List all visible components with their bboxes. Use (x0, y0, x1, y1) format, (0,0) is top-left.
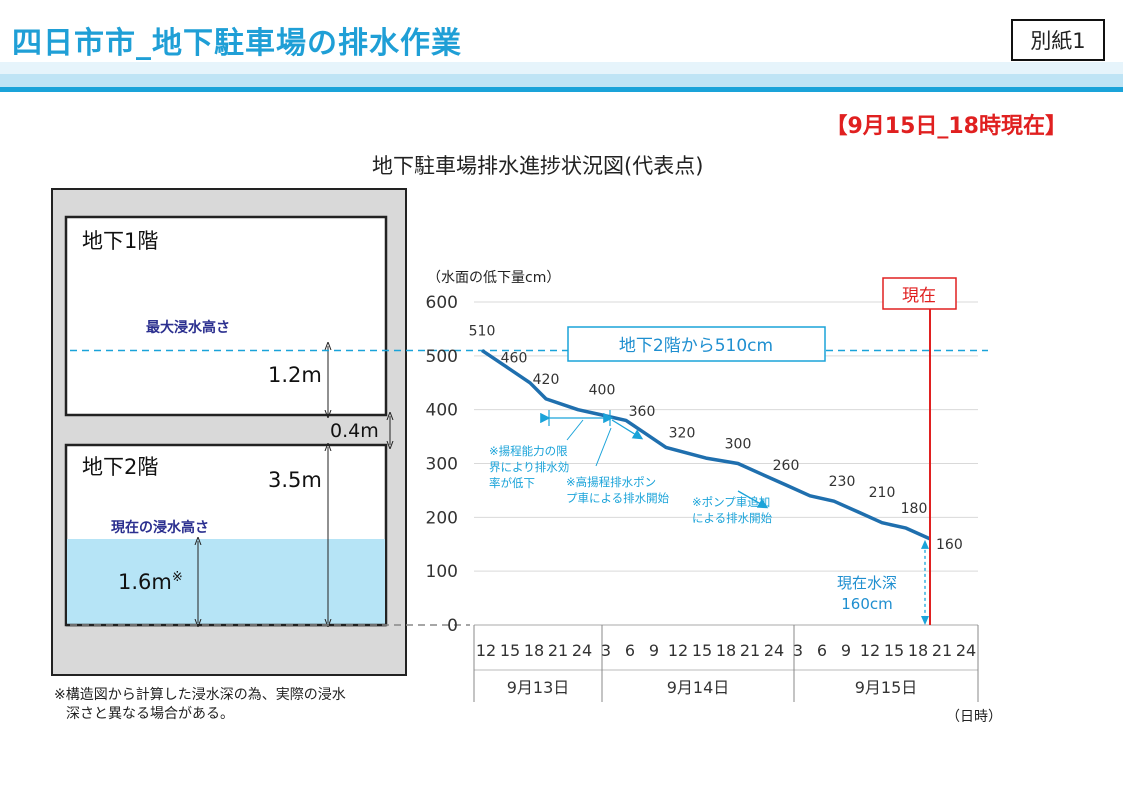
dim-floor2-label: 3.5m (268, 468, 322, 492)
x-tick-label: 15 (884, 641, 904, 660)
footnote-line2: 深さと異なる場合がある。 (66, 706, 234, 722)
now-label-box (882, 277, 957, 310)
x-date-label: 9月15日 (855, 678, 918, 697)
x-tick-label: 3 (793, 641, 803, 660)
x-tick-label: 21 (740, 641, 760, 660)
x-tick-label: 9 (649, 641, 659, 660)
x-tick-label: 18 (524, 641, 544, 660)
y-tick-label: 400 (426, 401, 458, 421)
now-label: 現在 (902, 286, 936, 306)
y-tick-label: 300 (426, 455, 458, 475)
x-tick-label: 18 (908, 641, 928, 660)
current-depth-arrowhead-bottom (921, 616, 929, 625)
y-tick-label: 500 (426, 347, 458, 367)
floor-b1-label: 地下1階 (82, 229, 158, 253)
header-band-light (0, 62, 1123, 74)
dim-current-value: 1.6m (118, 570, 172, 594)
floor-b1 (64, 215, 388, 417)
y-tick-label: 100 (426, 562, 458, 582)
x-tick-label: 21 (548, 641, 568, 660)
max-level-box (567, 326, 826, 362)
x-tick-label: 12 (476, 641, 496, 660)
data-label: 160 (936, 537, 963, 553)
data-label: 210 (869, 485, 896, 501)
x-date-label: 9月13日 (507, 678, 570, 697)
dim-current-label: 1.6m※ (118, 570, 183, 594)
annotation-efficiency-line2: 界により排水効 (489, 460, 569, 474)
attachment-badge: 別紙1 (1011, 19, 1105, 61)
chart-title: 地下駐車場排水進捗状況図(代表点) (372, 154, 704, 178)
y-tick-label: 200 (426, 508, 458, 528)
current-water (67, 539, 385, 624)
data-label: 510 (469, 323, 496, 339)
annotation-high-lift-pump: ※高揚程排水ポン プ車による排水開始 (566, 419, 670, 505)
annotation-high-lift-line1: ※高揚程排水ポン (566, 475, 656, 489)
data-labels: 510 460 420 400 360 320 300 260 230 210 180 160 (469, 323, 963, 552)
x-tick-label: 3 (601, 641, 611, 660)
structure-footnote: ※構造図から計算した浸水深の為、実際の浸水 深さと異なる場合がある。 (54, 686, 414, 724)
data-label: 180 (901, 501, 928, 517)
x-tick-label: 24 (572, 641, 592, 660)
data-label: 360 (629, 404, 656, 420)
data-label: 400 (589, 383, 616, 399)
floor-b2-label: 地下2階 (82, 455, 158, 479)
x-tick-label: 21 (932, 641, 952, 660)
max-level-box-label: 地下2階から510cm (619, 336, 773, 356)
as-of-date-label: 【9月15日_18時現在】 (825, 114, 1067, 139)
x-tick-label: 24 (764, 641, 784, 660)
x-tick-label: 18 (716, 641, 736, 660)
x-tick-label: 12 (668, 641, 688, 660)
x-tick-label: 15 (692, 641, 712, 660)
annotation-efficiency-leader (566, 419, 584, 441)
y-tick-label: 600 (426, 293, 458, 313)
max-flood-label: 最大浸水高さ (146, 319, 230, 336)
current-depth-label-bg (826, 572, 906, 616)
x-tick-label: 6 (817, 641, 827, 660)
y-axis-title: （水面の低下量cm） (427, 270, 560, 286)
annotation-efficiency-drop: ※揚程能力の限 界により排水効 率が低下 (489, 410, 614, 490)
annotation-added-pump-arrow (737, 490, 769, 509)
x-axis-unit: （日時） (946, 709, 1002, 725)
x-axis-table: 12 15 18 21 24 3 6 9 12 15 18 21 24 3 6 9 12 15 18 21 249月13… (473, 624, 979, 702)
x-tick-label: 9 (841, 641, 851, 660)
current-depth-label-line1: 現在水深 (837, 574, 897, 592)
current-depth-label-line2: 160cm (841, 595, 893, 613)
annotation-added-pump: ※ポンプ車追加 による排水開始 (692, 490, 773, 525)
data-label: 420 (533, 372, 560, 388)
series-line (481, 348, 931, 541)
data-label: 300 (725, 437, 752, 453)
header-band-mid (0, 74, 1123, 87)
data-label: 460 (501, 350, 528, 366)
current-flood-label: 現在の浸水高さ (111, 519, 209, 536)
x-date-label: 9月14日 (667, 678, 730, 697)
data-label: 320 (669, 426, 696, 442)
x-tick-label: 12 (860, 641, 880, 660)
dim-slab-label: 0.4m (330, 420, 379, 442)
data-label: 230 (829, 474, 856, 490)
annotation-high-lift-leader (595, 427, 612, 467)
footnote-line1: ※構造図から計算した浸水深の為、実際の浸水 (54, 687, 346, 703)
header-band-accent (0, 87, 1123, 92)
x-tick-label: 15 (500, 641, 520, 660)
x-tick-label: 24 (956, 641, 976, 660)
annotation-efficiency-line3: 率が低下 (489, 476, 535, 490)
annotation-added-pump-line2: による排水開始 (692, 511, 773, 525)
annotation-high-lift-arrow (611, 419, 644, 440)
y-tick-labels: 0 100 200 300 400 500 600 (426, 293, 458, 636)
building-diagram: 地下1階 地下2階 最大浸水高さ 現在の浸水高さ 1.2m 0.4m 3.5m … (51, 188, 407, 676)
annotation-efficiency-line1: ※揚程能力の限 (489, 444, 568, 458)
current-depth-arrowhead-top (921, 539, 929, 549)
y-tick-label: 0 (447, 616, 458, 636)
annotation-high-lift-line2: プ車による排水開始 (566, 491, 670, 505)
annotation-added-pump-line1: ※ポンプ車追加 (692, 495, 770, 509)
dim-current-mark: ※ (172, 570, 183, 585)
data-label: 260 (773, 458, 800, 474)
x-tick-label: 6 (625, 641, 635, 660)
dim-floor1-label: 1.2m (268, 363, 322, 387)
page-title: 四日市市_地下駐車場の排水作業 (12, 26, 462, 61)
